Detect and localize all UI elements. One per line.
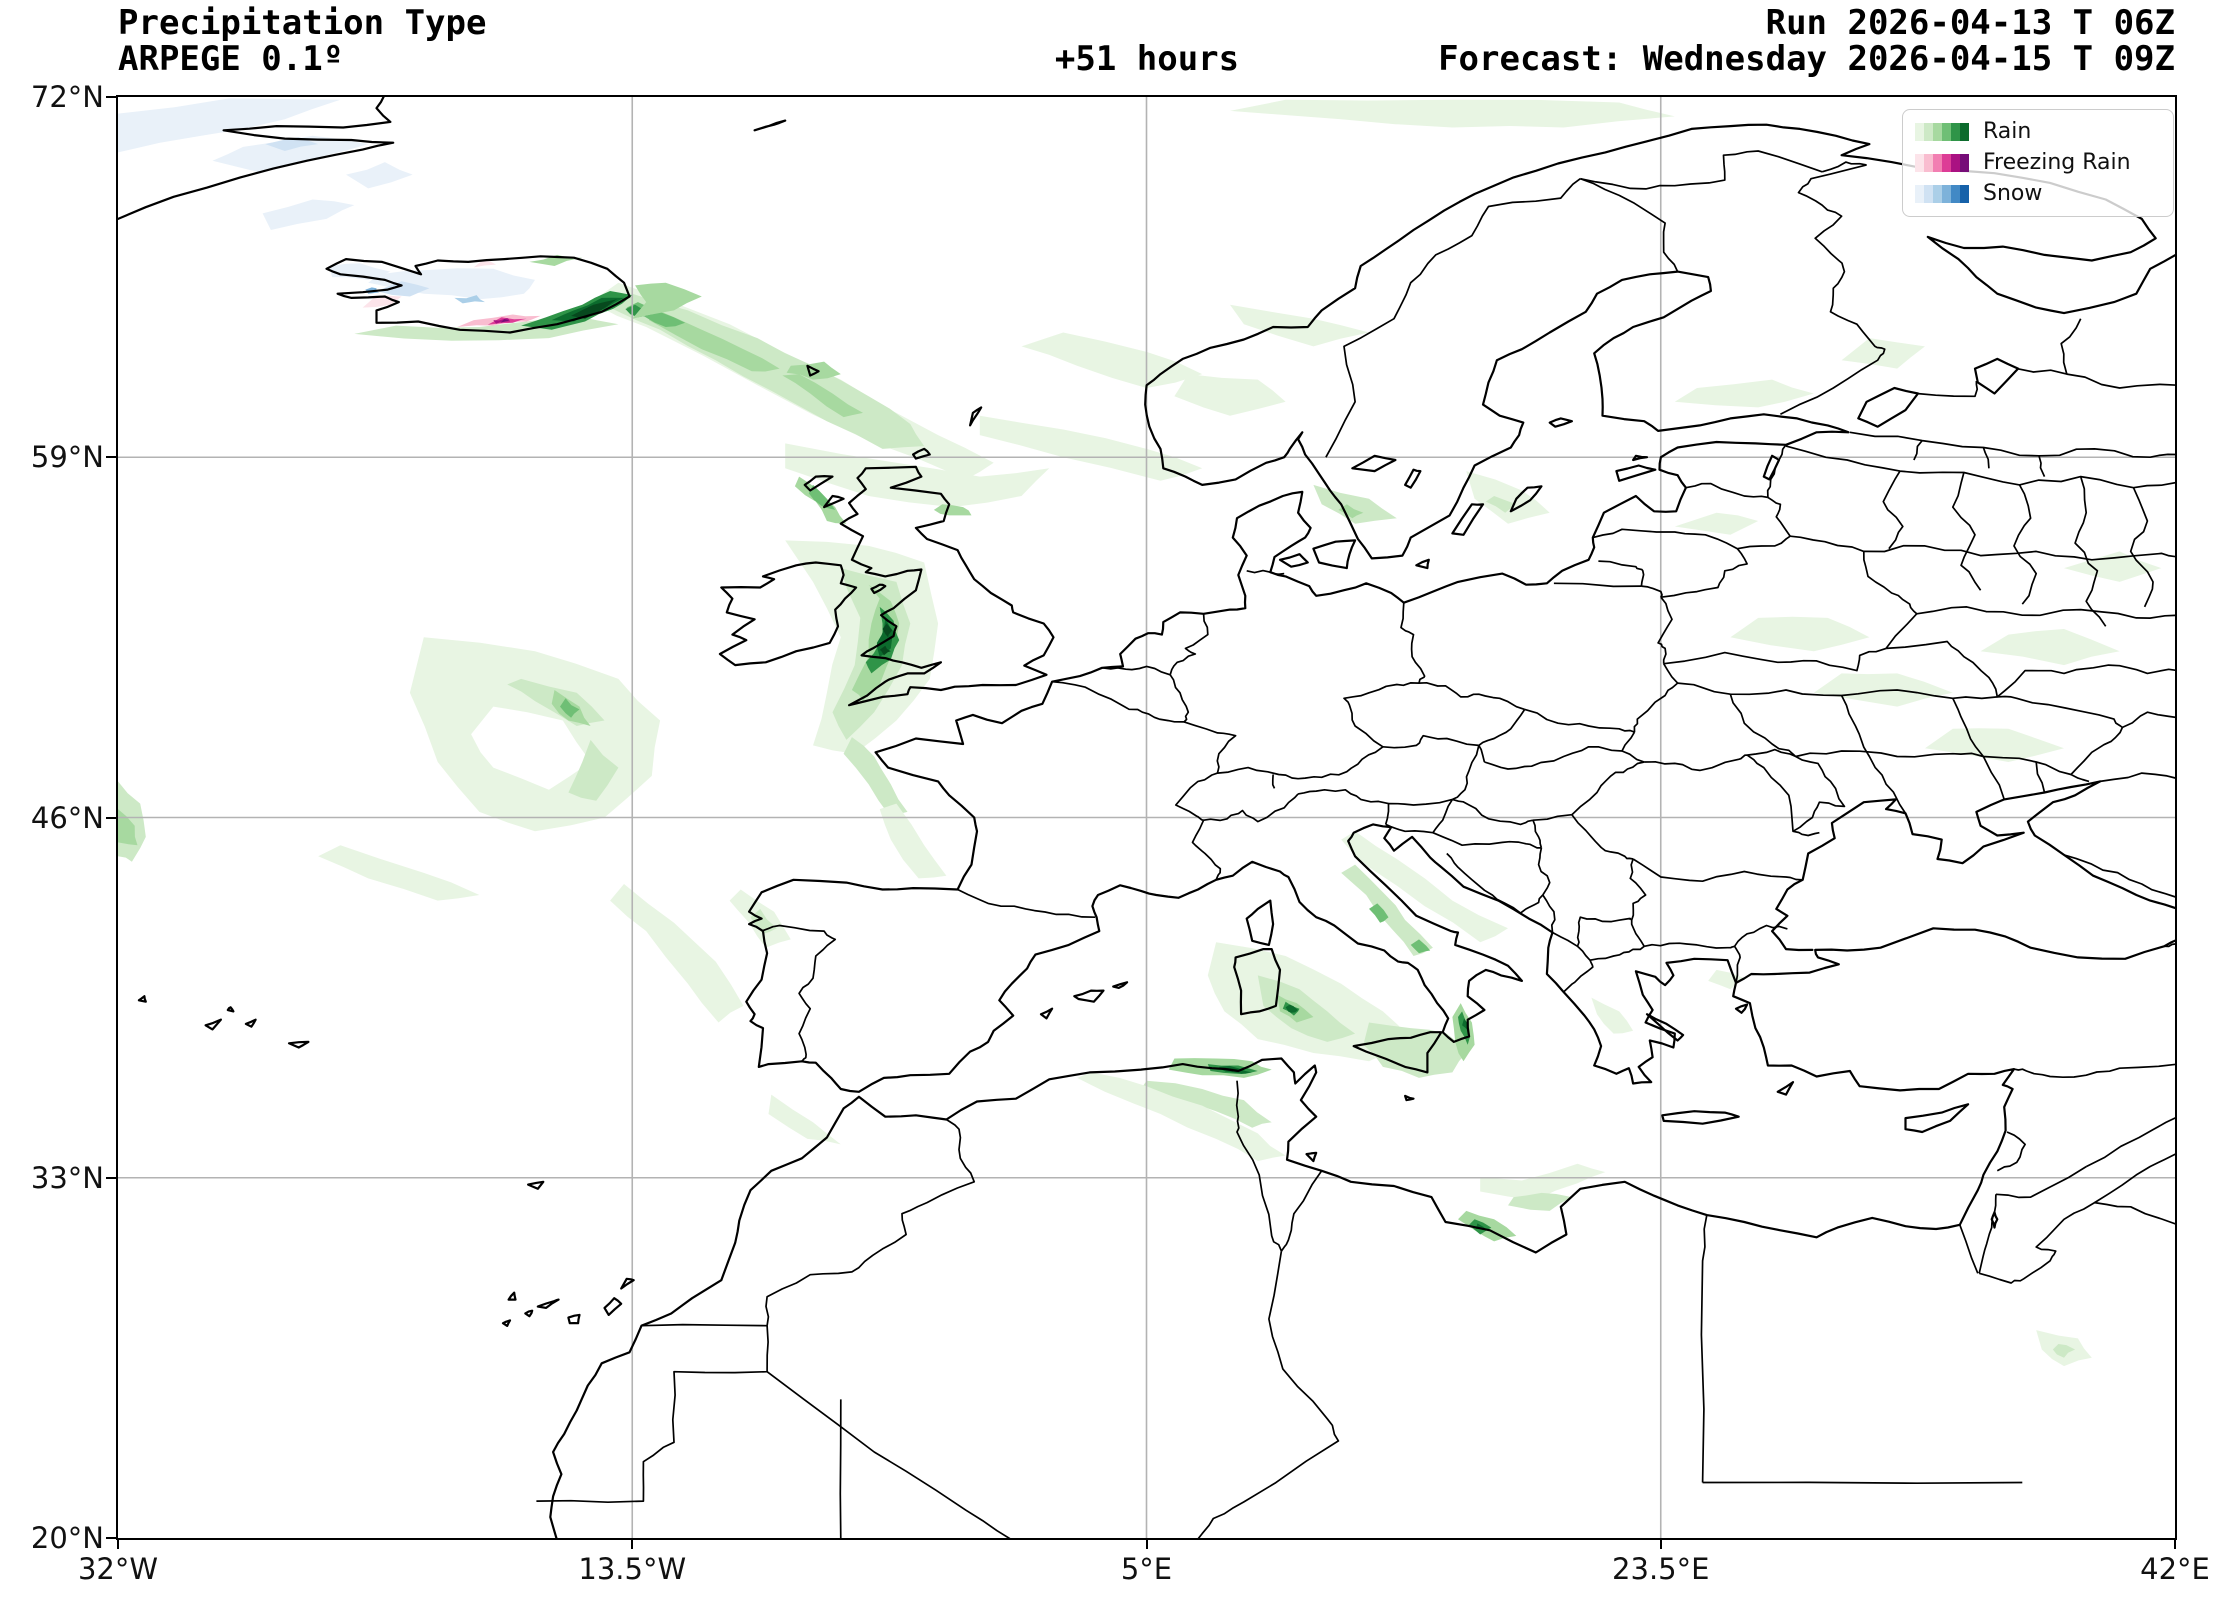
- coastlines-layer: [118, 97, 2175, 1538]
- legend: Rain Freezing Rain Snow: [1902, 109, 2174, 217]
- x-tick-label: 32°W: [77, 1552, 159, 1586]
- legend-label: Snow: [1983, 181, 2043, 206]
- x-tick-mark: [1659, 1539, 1662, 1549]
- x-tick-label: 13.5°W: [578, 1552, 687, 1586]
- y-tick-label: 33°N: [30, 1160, 104, 1195]
- y-tick-label: 72°N: [30, 80, 104, 114]
- legend-item-freezing-rain: Freezing Rain: [1915, 151, 2161, 175]
- x-tick-label: 42°E: [2140, 1552, 2210, 1586]
- x-tick-mark: [631, 1539, 634, 1549]
- legend-swatch: [1915, 185, 1969, 203]
- precipitation-layer: [118, 98, 2162, 1367]
- legend-swatch: [1915, 123, 1969, 141]
- forecast-timestamp: Forecast: Wednesday 2026-04-15 T 09Z: [1438, 39, 2175, 79]
- y-tick-label: 46°N: [30, 800, 104, 835]
- legend-swatch: [1915, 154, 1969, 172]
- legend-item-snow: Snow: [1915, 182, 2161, 206]
- y-tick-mark: [106, 816, 117, 819]
- plot-title: Precipitation Type: [118, 3, 487, 43]
- x-tick-label: 23.5°E: [1612, 1552, 1710, 1586]
- model-name: ARPEGE 0.1º: [118, 39, 344, 79]
- legend-label: Rain: [1983, 119, 2032, 144]
- legend-item-rain: Rain: [1915, 120, 2161, 144]
- lead-time: +51 hours: [1054, 39, 1240, 79]
- map-canvas: [118, 97, 2175, 1538]
- graticule-layer: [118, 97, 2175, 1538]
- x-tick-mark: [2174, 1539, 2176, 1549]
- x-tick-mark: [117, 1539, 119, 1549]
- run-timestamp: Run 2026-04-13 T 06Z: [1765, 3, 2175, 43]
- y-tick-mark: [106, 456, 117, 459]
- x-tick-mark: [1145, 1539, 1148, 1549]
- y-tick-label: 20°N: [30, 1521, 104, 1555]
- y-tick-mark: [106, 1176, 117, 1179]
- x-tick-label: 5°E: [1120, 1552, 1173, 1586]
- legend-label: Freezing Rain: [1983, 150, 2131, 175]
- y-tick-mark: [106, 1537, 117, 1539]
- borders-layer: [536, 150, 2175, 1538]
- y-tick-label: 59°N: [30, 440, 104, 475]
- y-tick-mark: [106, 96, 117, 98]
